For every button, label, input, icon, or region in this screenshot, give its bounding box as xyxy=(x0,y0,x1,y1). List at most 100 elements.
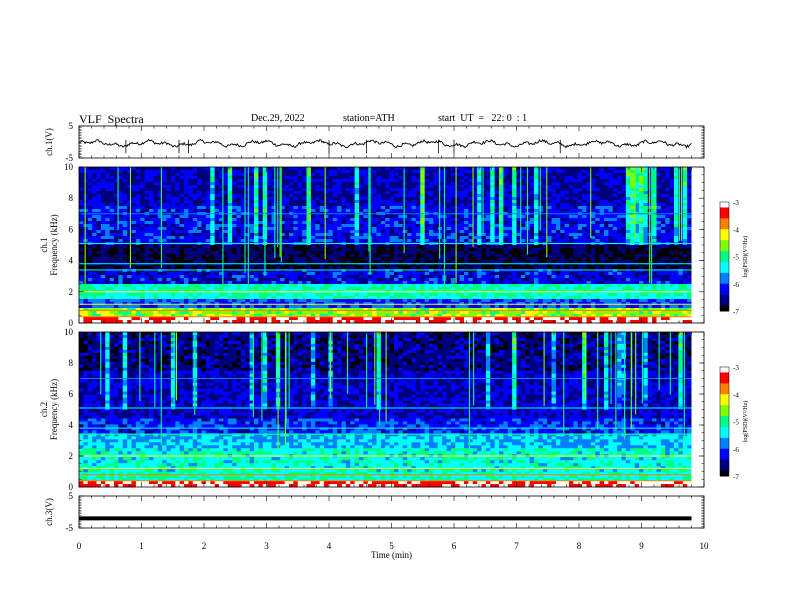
spec1-cell xyxy=(665,260,671,264)
spec1-cell xyxy=(529,179,535,183)
spec1-cell xyxy=(135,218,141,222)
spec1-cell xyxy=(376,245,382,249)
spec1-cell xyxy=(205,266,211,270)
spec1-cell xyxy=(394,182,399,186)
spec1-cell xyxy=(477,236,482,240)
spec1-cell xyxy=(284,266,290,270)
spec1-cell xyxy=(665,239,671,243)
spec1-cell xyxy=(630,227,636,231)
spec1-cell xyxy=(83,266,89,270)
spec1-cell xyxy=(459,245,465,249)
spec1-cell xyxy=(599,227,605,231)
spec1-cell xyxy=(507,266,513,270)
spec1-cell xyxy=(512,230,517,234)
spec1-cell xyxy=(665,176,671,180)
spec1-cell xyxy=(481,227,487,231)
spec1-cell xyxy=(415,260,421,264)
spec1-cell xyxy=(118,224,124,228)
spec1-cell xyxy=(534,248,539,252)
spec1-cell xyxy=(324,239,329,243)
spec1-cell xyxy=(306,194,312,198)
spec1-cell xyxy=(424,194,430,198)
spec1-cell xyxy=(127,269,132,273)
spec1-cell xyxy=(455,173,461,177)
spec1-cell xyxy=(569,206,574,210)
spec1-cell xyxy=(100,170,106,174)
spec1-cell xyxy=(175,188,181,192)
spec1-cell xyxy=(293,203,299,207)
spec1-cell xyxy=(682,200,688,204)
spec1-cell xyxy=(289,200,294,204)
spec1-cell xyxy=(289,221,294,225)
spec1-cell xyxy=(529,260,535,264)
spec1-cell xyxy=(197,167,202,171)
spec1-cell xyxy=(363,179,369,183)
spec1-cell xyxy=(678,188,684,192)
spec1-cell xyxy=(599,206,605,210)
spec1-cell xyxy=(652,239,657,243)
spec1-cell xyxy=(114,224,119,228)
spec1-cell xyxy=(555,245,561,249)
spec1-cell xyxy=(621,257,627,261)
spec1-cell xyxy=(595,218,601,222)
spec1-cell xyxy=(450,239,456,243)
spec1-cell xyxy=(380,215,386,219)
spec1-cell xyxy=(359,263,364,267)
spec1-cell xyxy=(179,167,185,171)
spec1-cell xyxy=(398,233,404,237)
spec1-cell xyxy=(582,209,587,213)
spec1-cell xyxy=(319,221,325,225)
spec1-cell xyxy=(144,248,150,252)
spec1-cell xyxy=(271,179,277,183)
spec1-cell xyxy=(92,209,97,213)
spec1-cell xyxy=(485,260,491,264)
spec1-cell xyxy=(192,254,198,258)
spec1-cell xyxy=(477,215,482,219)
spec1-cell xyxy=(258,179,264,183)
spec1-cell xyxy=(424,170,430,174)
spec1-cell xyxy=(275,257,281,261)
spec1-cell xyxy=(232,185,237,189)
spec1-cell xyxy=(118,176,124,180)
spec1-cell xyxy=(254,182,259,186)
spec1-cell xyxy=(608,173,614,177)
spec1-cell xyxy=(529,197,535,201)
spec1-cell xyxy=(271,188,277,192)
spec1-cell xyxy=(643,191,649,195)
spec1-cell xyxy=(96,206,102,210)
spec1-cell xyxy=(232,194,237,198)
spec1-cell xyxy=(547,194,552,198)
spec1-cell xyxy=(481,188,487,192)
spec1-cell xyxy=(682,173,688,177)
spec1-cell xyxy=(92,266,97,270)
spec1-cell xyxy=(534,194,539,198)
spec1-cell xyxy=(630,236,636,240)
spec1-cell xyxy=(446,197,452,201)
spec1-cell xyxy=(665,245,671,249)
spec1-cell xyxy=(376,200,382,204)
spec1-cell xyxy=(494,221,500,225)
spec1-cell xyxy=(254,179,259,183)
spec1-cell xyxy=(354,185,360,189)
spec1-cell xyxy=(310,209,316,213)
spec1-cell xyxy=(634,197,640,201)
spec1-cell xyxy=(267,215,272,219)
spec1-cell xyxy=(485,248,491,252)
spec1-cell xyxy=(507,221,513,225)
spec1-cell xyxy=(83,257,89,261)
spec1-cell xyxy=(634,248,640,252)
spec1-cell xyxy=(411,266,417,270)
spec1-cell xyxy=(179,209,185,213)
spec1-cell xyxy=(674,215,679,219)
spec1-cell xyxy=(337,248,342,252)
spec1-cell xyxy=(389,197,395,201)
spec1-cell xyxy=(372,194,377,198)
spec1-cell xyxy=(271,167,277,171)
spec1-cell xyxy=(83,188,89,192)
spec1-cell xyxy=(450,236,456,240)
spec1-cell xyxy=(131,191,137,195)
spec1-cell xyxy=(140,170,146,174)
spec1-cell xyxy=(450,206,456,210)
spec1-cell xyxy=(687,257,692,261)
spec1-cell xyxy=(630,221,636,225)
